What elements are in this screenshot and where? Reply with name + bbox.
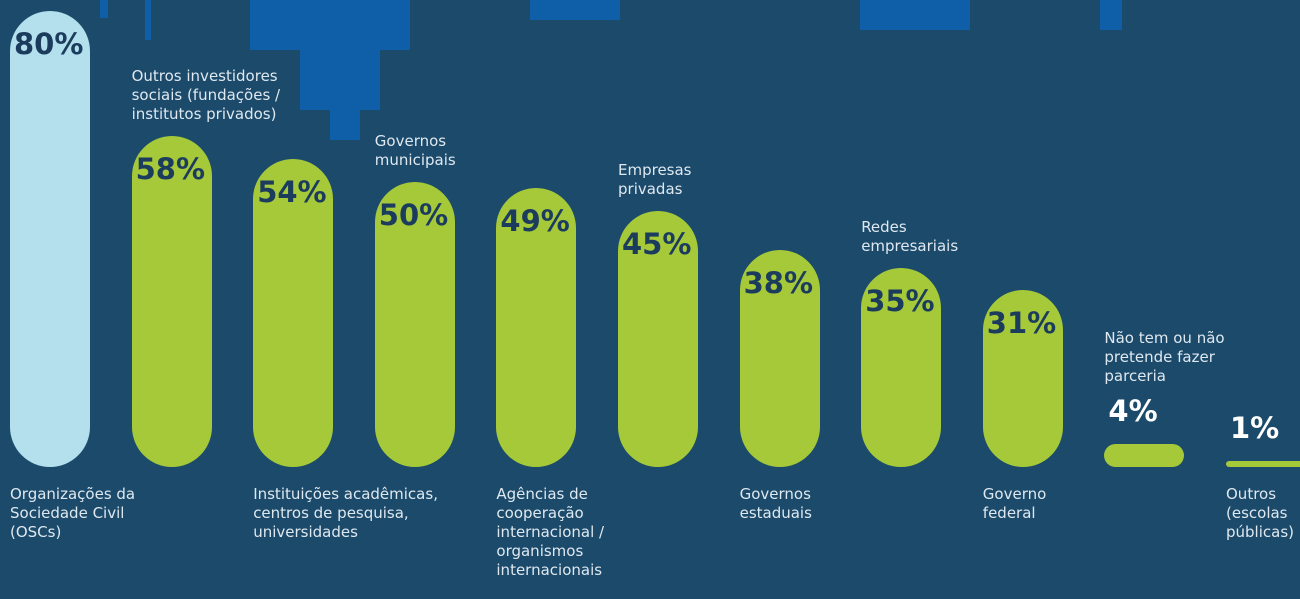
category-label: Governos estaduais	[739, 485, 812, 522]
skyline	[100, 0, 108, 18]
skyline	[1100, 0, 1122, 30]
skyline	[330, 110, 360, 140]
value-label: 35%	[865, 283, 935, 318]
category-label: Outros investidores sociais (fundações /…	[131, 67, 281, 124]
category-label: Governos municipais	[374, 132, 456, 169]
value-label: 45%	[622, 226, 692, 261]
bar	[861, 267, 942, 467]
value-label: 1%	[1230, 411, 1280, 446]
bar	[131, 136, 212, 467]
skyline	[860, 0, 970, 30]
value-label: 58%	[135, 152, 206, 187]
bar	[1104, 444, 1185, 467]
category-label: Instituições acadêmicas, centros de pesq…	[253, 485, 438, 541]
category-label: Governo federal	[982, 485, 1047, 522]
category-label: Redes empresariais	[861, 217, 959, 255]
bar	[374, 182, 455, 467]
category-label: Organizações da Sociedade Civil (OSCs)	[10, 485, 136, 541]
bar	[1226, 461, 1300, 468]
bar	[982, 290, 1063, 467]
value-label: 54%	[257, 175, 327, 210]
bar	[253, 159, 334, 467]
bar	[739, 250, 820, 467]
value-label: 80%	[14, 27, 84, 61]
value-label: 31%	[986, 306, 1057, 341]
skyline	[145, 0, 151, 40]
value-label: 49%	[500, 203, 570, 238]
category-label: Outros (escolas públicas)	[1226, 485, 1294, 541]
skyline	[250, 0, 410, 50]
bar	[10, 11, 90, 467]
skyline	[530, 0, 620, 20]
bar	[496, 187, 577, 467]
bar	[618, 210, 698, 467]
value-label: 50%	[378, 198, 449, 232]
value-label: 38%	[743, 266, 814, 301]
category-label: Empresas privadas	[618, 160, 692, 198]
category-label: Agências de cooperação internacional / o…	[496, 485, 605, 579]
skyline	[300, 50, 380, 110]
value-label: 4%	[1108, 394, 1158, 429]
category-label: Não tem ou não pretende fazer parceria	[1104, 329, 1225, 386]
